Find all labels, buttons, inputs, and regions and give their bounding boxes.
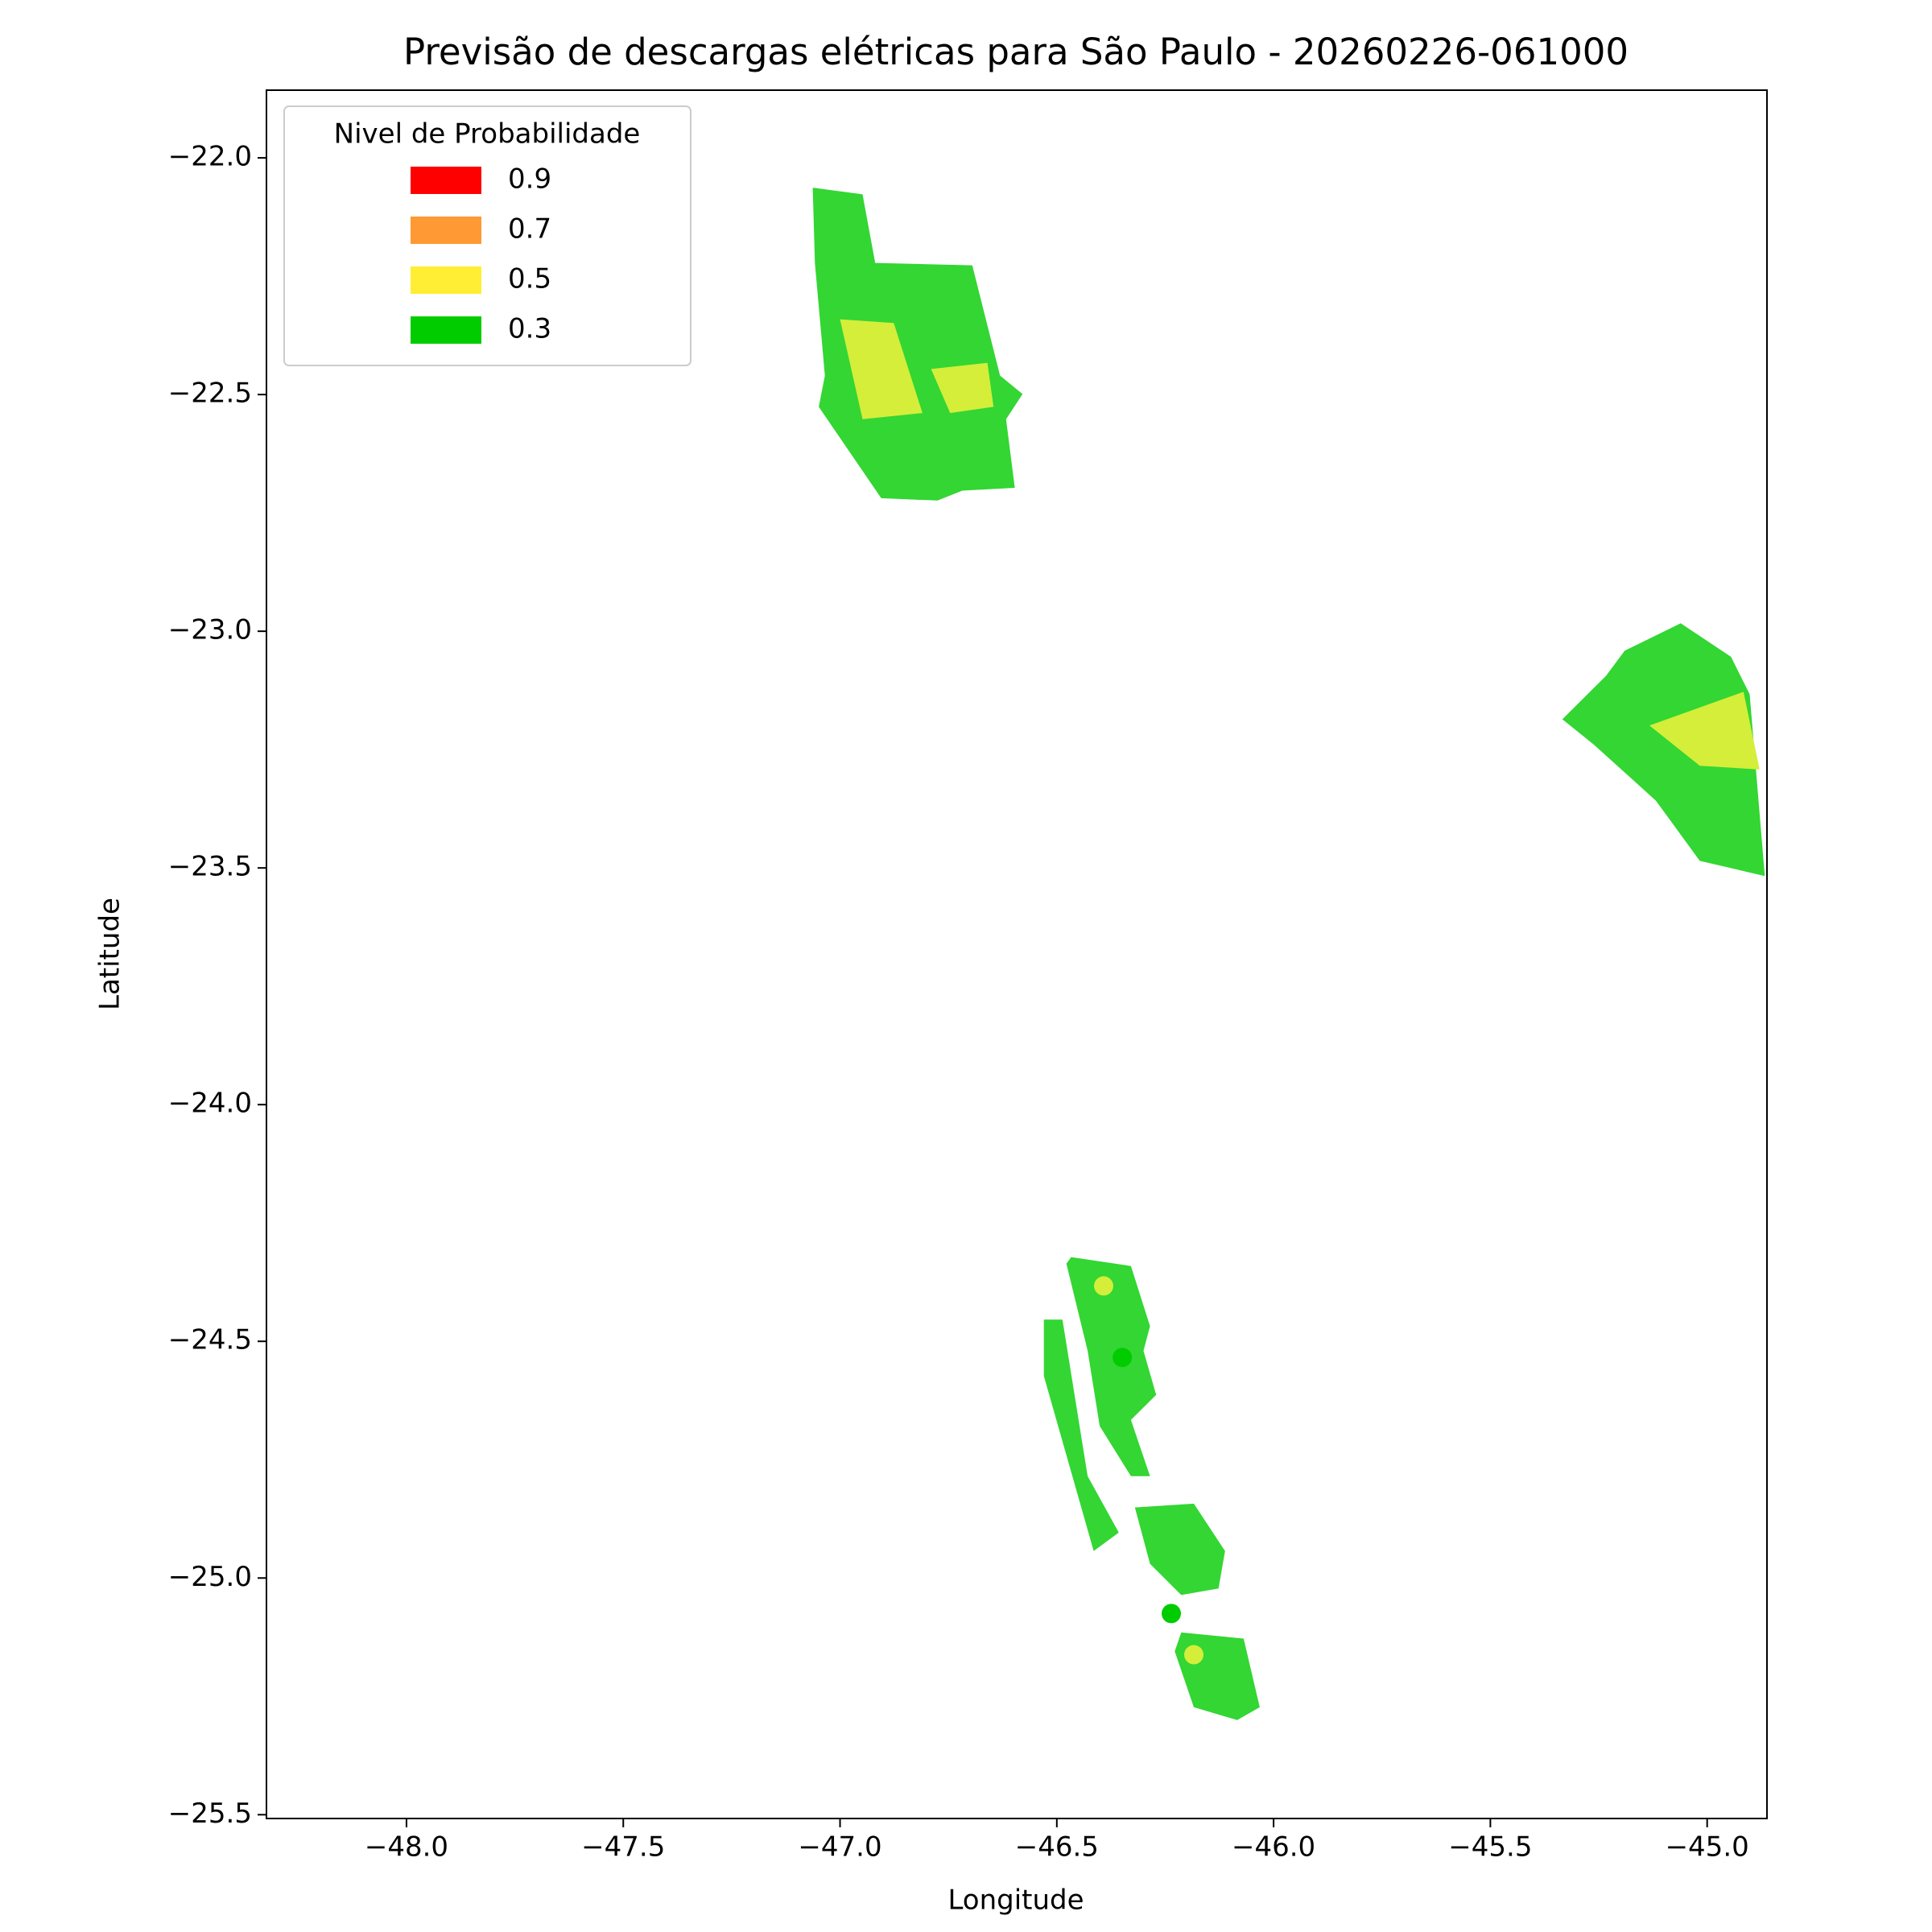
x-tick-label: −45.5 — [1448, 1831, 1532, 1864]
x-tick-label: −46.5 — [1015, 1831, 1099, 1864]
y-tick-label: −25.5 — [168, 1798, 252, 1830]
legend-swatch — [411, 167, 481, 194]
legend-swatch — [411, 266, 481, 294]
legend-swatch — [411, 217, 481, 244]
legend-box — [283, 105, 691, 366]
contour-region — [931, 362, 994, 414]
contour-region — [1043, 1319, 1119, 1551]
contour-region — [1174, 1632, 1260, 1720]
x-tick-label: −46.0 — [1232, 1831, 1315, 1864]
chart-title: Previsão de descargas elétricas para São… — [403, 31, 1629, 73]
x-tick-label: −48.0 — [365, 1831, 448, 1864]
y-tick-label: −23.5 — [168, 851, 252, 883]
point — [1113, 1348, 1133, 1368]
plot-area — [812, 188, 1765, 1720]
plot-frame — [266, 89, 1768, 1819]
contour-region — [1562, 623, 1765, 877]
legend-label: 0.5 — [508, 263, 551, 295]
y-tick-label: −22.0 — [168, 141, 252, 173]
y-tick-label: −24.0 — [168, 1088, 252, 1120]
point — [1093, 1276, 1113, 1296]
legend-title: Nivel de Probabilidade — [334, 118, 641, 151]
y-tick-label: −25.0 — [168, 1561, 252, 1593]
contour-region — [1066, 1257, 1157, 1476]
y-axis-label: Latitude — [94, 898, 126, 1010]
y-tick-label: −22.5 — [168, 378, 252, 410]
contour-region — [1649, 691, 1760, 770]
legend-label: 0.3 — [508, 313, 551, 345]
x-tick-label: −45.0 — [1666, 1831, 1749, 1864]
contour-region — [1134, 1503, 1225, 1596]
point — [1162, 1604, 1182, 1624]
legend-swatch — [411, 316, 481, 344]
x-tick-label: −47.0 — [798, 1831, 881, 1864]
contour-region — [812, 188, 1023, 501]
legend-label: 0.7 — [508, 213, 551, 246]
y-tick-label: −23.0 — [168, 614, 252, 646]
point — [1184, 1645, 1204, 1665]
legend-label: 0.9 — [508, 163, 551, 196]
x-axis-label: Longitude — [947, 1885, 1084, 1917]
y-tick-label: −24.5 — [168, 1324, 252, 1356]
contour-region — [840, 319, 923, 419]
x-tick-label: −47.5 — [581, 1831, 665, 1864]
